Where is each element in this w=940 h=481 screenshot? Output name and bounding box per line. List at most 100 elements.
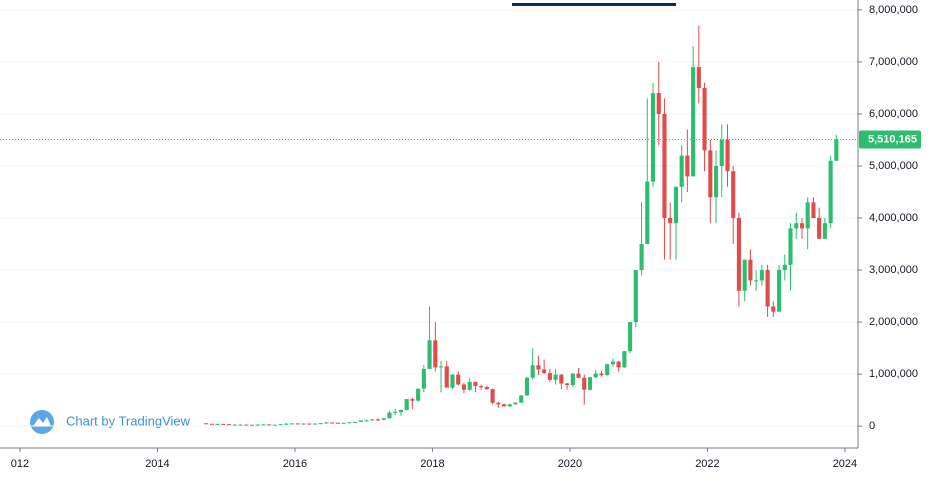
price-label-box [859,130,921,149]
y-tick-label: 6,000,000 [869,108,918,120]
candle-body [582,377,587,390]
candle-body [335,422,340,424]
candle-body [410,399,415,401]
candle-body [393,412,398,414]
candle-body [507,404,512,407]
candle-body [267,424,272,426]
candle-body [748,259,753,281]
candle-body [725,139,730,172]
candle-body [731,171,736,219]
candle-body [708,150,713,198]
watermark-text: Chart by TradingView [66,413,191,428]
candle-body [387,412,392,419]
y-tick-label: 3,000,000 [869,264,918,276]
candle-body [576,373,581,378]
candle-body [450,374,455,388]
candle-body [593,373,598,378]
candle-body [421,368,426,389]
candle-body [719,139,724,166]
candle-body [272,424,277,426]
candle-body [353,421,358,423]
candle-body [685,155,690,177]
candle-body [811,202,816,219]
candle-body [375,419,381,421]
candle-body [702,87,707,151]
watermark: Chart by TradingView [30,410,191,434]
candle-body [456,374,461,385]
candle-body [742,259,747,291]
candle-body [244,424,249,426]
candle-body [232,424,237,426]
candle-body [530,365,535,378]
y-tick-label: 4,000,000 [869,212,918,224]
y-tick-label: 0 [869,420,875,432]
candle-body [542,369,547,374]
candle-body [490,389,495,403]
candle-body [398,410,404,413]
candle-body [559,374,564,384]
candle-body [341,422,346,424]
candle-body [461,384,466,390]
candle-body [713,165,719,198]
candle-body [622,351,627,368]
candle-body [679,155,684,187]
candle-body [347,422,352,424]
candle-body [238,424,243,426]
candle-body [330,422,335,424]
candle-body [805,202,810,229]
candle-body [404,399,409,411]
candle-body [433,340,438,368]
candle-body [822,223,827,239]
candle-body [215,423,220,425]
x-tick-label: 2016 [283,458,307,470]
x-tick-label: 2022 [695,458,719,470]
candle-body [633,270,638,323]
x-tick-label: 2018 [420,458,444,470]
candle-body [284,423,289,425]
candle-body [599,373,604,376]
y-tick-label: 7,000,000 [869,56,918,68]
candle-body [656,93,661,114]
candle-body [289,423,295,425]
candle-body [587,377,593,390]
candle-body [828,160,833,224]
candle-body [668,218,673,224]
candle-body [209,423,214,425]
candle-body [307,423,312,425]
candle-body [249,424,255,426]
candle-body [227,424,232,426]
candles [204,25,839,426]
candle-body [513,402,518,405]
candle-body [438,366,444,368]
y-tick-label: 5,000,000 [869,160,918,172]
candle-body [788,228,793,265]
candle-body [645,181,650,245]
candle-body [759,270,764,281]
candle-body [605,364,610,376]
x-tick-label: 2020 [558,458,582,470]
candle-body [616,361,621,368]
candle-body [370,419,375,421]
candle-body [628,322,633,352]
candle-body [416,388,421,401]
candle-body [553,374,558,380]
candle-body [312,423,318,425]
candle-body [817,218,822,239]
candle-body [261,424,266,426]
candle-body [301,423,306,425]
candle-body [782,264,787,271]
candle-body [564,383,570,386]
candle-body [639,244,644,271]
candle-body [318,423,323,425]
candle-body [570,373,575,386]
candle-body [524,377,530,396]
candle-body [536,365,541,370]
candle-body [662,113,667,219]
candle-body [221,423,226,425]
candle-body [358,420,363,422]
candle-body [444,366,449,388]
candle-body [673,186,679,224]
candle-body [278,424,283,426]
